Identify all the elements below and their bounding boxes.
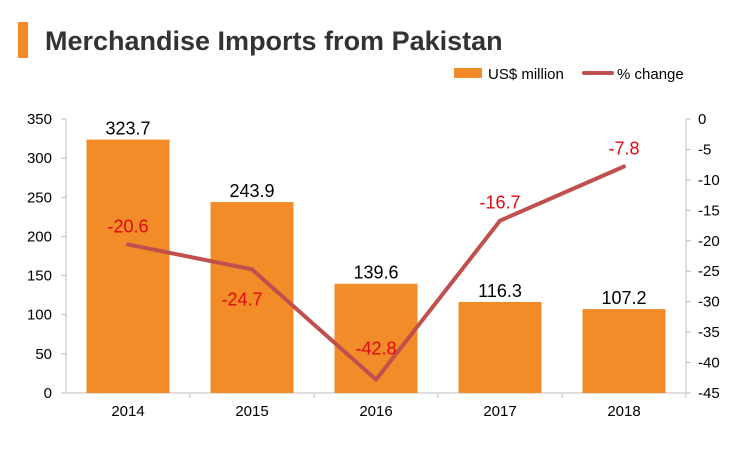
bar-value-label: 139.6 (353, 263, 398, 283)
bar-2014 (86, 139, 170, 393)
title-accent-bar (18, 22, 28, 58)
y-left-tick-label: 50 (35, 346, 52, 363)
pct-change-label: -42.8 (355, 339, 396, 359)
y-left-tick-label: 100 (27, 307, 52, 324)
y-left-tick-label: 350 (27, 111, 52, 128)
y-left-tick-label: 300 (27, 150, 52, 167)
y-right-tick-label: -45 (698, 385, 720, 402)
legend-label-line: % change (617, 66, 684, 83)
pct-change-line (126, 164, 626, 382)
y-right-tick-label: -15 (698, 202, 720, 219)
pct-change-label: -24.7 (221, 289, 262, 309)
y-right-tick-label: -5 (698, 141, 711, 158)
legend-bar-swatch (454, 68, 482, 78)
chart-title: Merchandise Imports from Pakistan (45, 26, 503, 56)
y-right-tick-label: -40 (698, 355, 720, 372)
legend: US$ million % change (454, 66, 684, 83)
y-right-tick-label: 0 (698, 111, 706, 128)
bar-2016 (334, 283, 418, 393)
x-tick-label: 2015 (235, 403, 268, 420)
bar-value-label: 323.7 (105, 119, 150, 139)
pct-change-label: -20.6 (107, 216, 148, 236)
bar-2017 (458, 301, 542, 393)
bar-value-label: 243.9 (229, 181, 274, 201)
y-right-tick-label: -35 (698, 324, 720, 341)
x-tick-label: 2014 (111, 403, 144, 420)
x-tick-label: 2017 (483, 403, 516, 420)
y-left-tick-label: 200 (27, 228, 52, 245)
bar-value-label: 107.2 (601, 288, 646, 308)
x-tick-label: 2018 (607, 403, 640, 420)
pct-change-label: -16.7 (479, 193, 520, 213)
y-right-tick-label: -10 (698, 172, 720, 189)
bar-2018 (582, 309, 666, 393)
y-right-tick-label: -20 (698, 233, 720, 250)
x-tick-label: 2016 (359, 403, 392, 420)
bar-2015 (210, 202, 294, 393)
y-left-tick-label: 0 (44, 385, 52, 402)
y-right-tick-label: -25 (698, 263, 720, 280)
legend-label-bars: US$ million (488, 66, 564, 83)
y-right-tick-label: -30 (698, 294, 720, 311)
y-left-tick-label: 250 (27, 189, 52, 206)
y-left-tick-label: 150 (27, 268, 52, 285)
bar-value-label: 116.3 (478, 281, 522, 301)
pct-change-label: -7.8 (608, 138, 639, 158)
